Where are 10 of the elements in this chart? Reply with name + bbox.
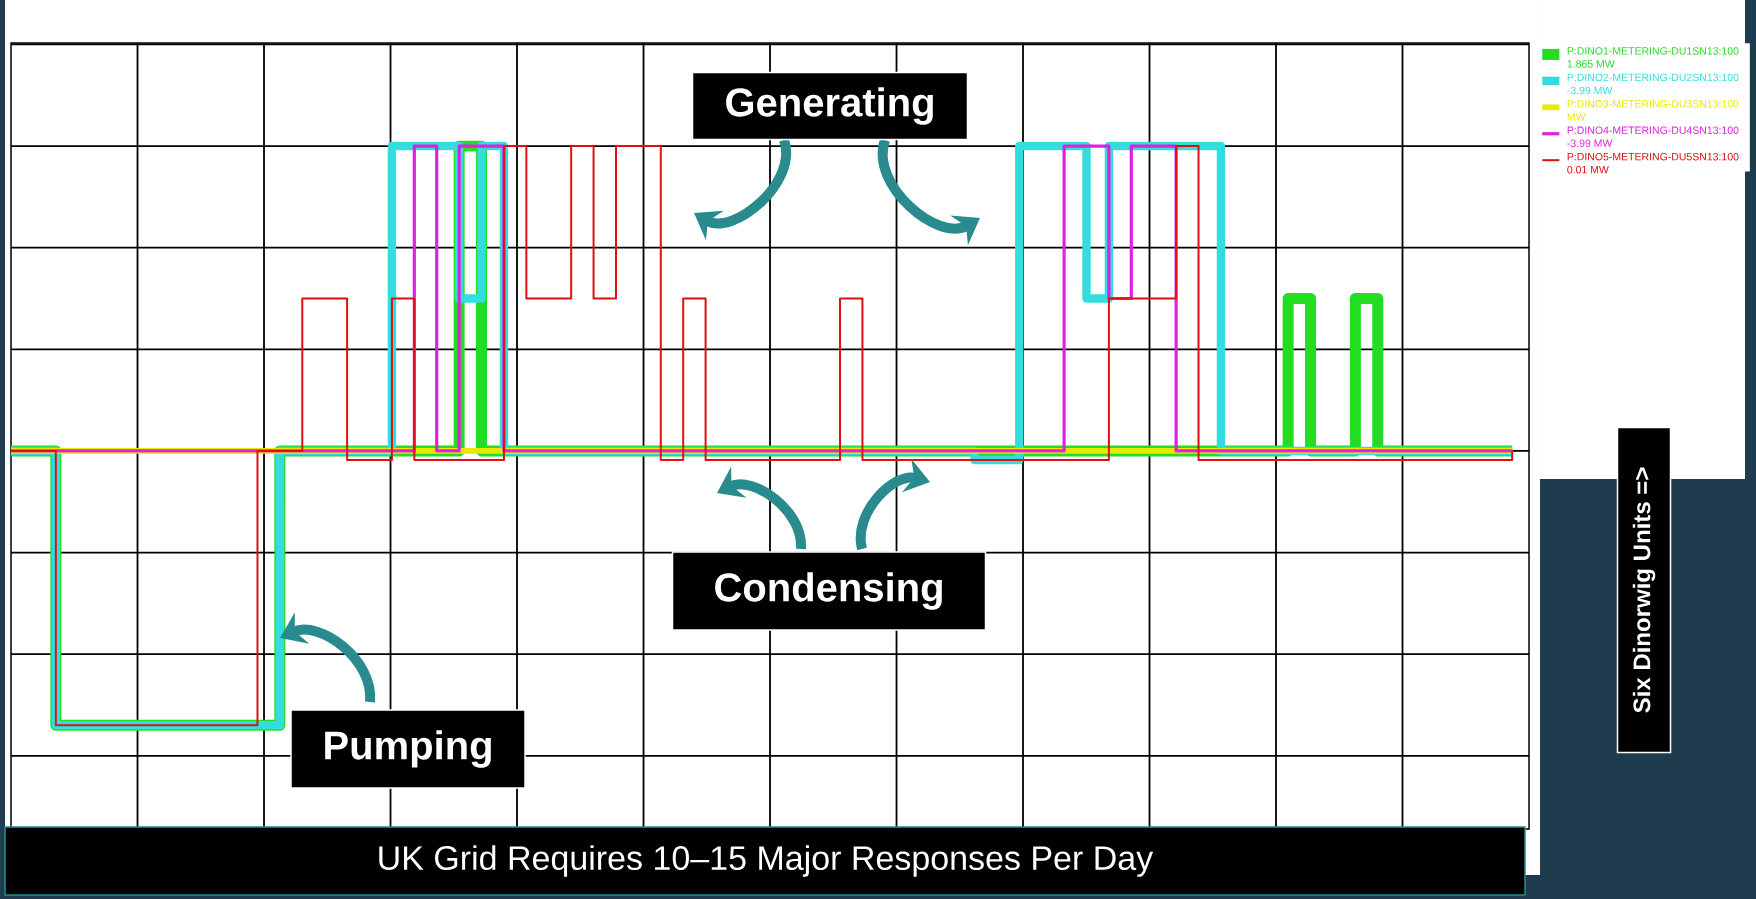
text: UK Grid Requires 10–15 Major Responses Per Day [379,845,1154,877]
legend-label: P:DINO4-METERING-DU4SN13:100 -3.99 MW [1567,126,1739,147]
text: Six Dinorwig Units => [1632,467,1656,713]
legend-label: P:DINO3-METERING-DU3SN13:100 MW [1567,100,1739,121]
legend-label: P:DINO5-METERING-DU5SN13:100 0.01 MW [1567,152,1739,174]
text: Pumping [325,730,491,768]
legend-label: P:DINO1-METERING-DU1SN13:100 1.865 MW [1567,47,1739,68]
text: Generating [726,87,933,125]
annotation: Condensing [715,572,942,610]
legend-label: P:DINO2-METERING-DU2SN13:100 -3.99 MW [1567,73,1739,95]
